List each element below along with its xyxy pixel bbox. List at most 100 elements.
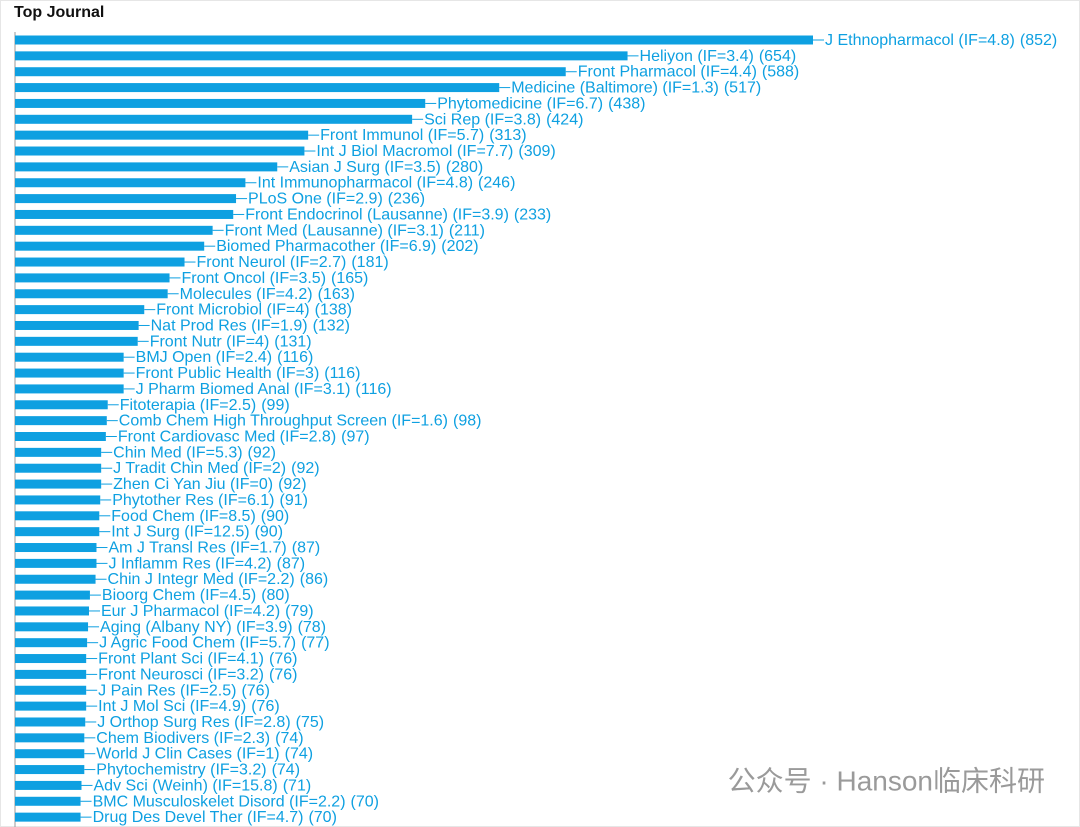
category-label: Int J Surg (IF=12.5)	[111, 524, 249, 541]
bar-label: Phytother Res (IF=6.1) (91)	[112, 492, 308, 509]
bar	[15, 749, 85, 759]
category-label: J Inflamm Res (IF=4.2)	[108, 556, 271, 573]
value-label: (280)	[446, 159, 483, 176]
value-label: (76)	[269, 651, 297, 668]
value-label: (165)	[331, 270, 368, 287]
bar	[15, 384, 124, 394]
bar-label: J Inflamm Res (IF=4.2) (87)	[108, 556, 305, 573]
bar	[15, 162, 278, 172]
bar	[15, 638, 88, 648]
bar-label: Front Pharmacol (IF=4.4) (588)	[578, 64, 800, 81]
category-label: Fitoterapia (IF=2.5)	[120, 397, 257, 414]
bar	[15, 209, 234, 219]
bar	[15, 495, 101, 505]
value-label: (90)	[255, 524, 283, 541]
bar-label: Am J Transl Res (IF=1.7) (87)	[108, 540, 320, 557]
value-label: (74)	[275, 730, 303, 747]
bar-label: Asian J Surg (IF=3.5) (280)	[289, 159, 483, 176]
bar-label: Front Immunol (IF=5.7) (313)	[320, 127, 526, 144]
bar-label: Aging (Albany NY) (IF=3.9) (78)	[100, 619, 326, 636]
bar	[15, 400, 108, 410]
category-label: Front Immunol (IF=5.7)	[320, 127, 484, 144]
category-label: BMC Musculoskelet Disord (IF=2.2)	[93, 793, 346, 810]
value-label: (852)	[1020, 32, 1057, 49]
bar	[15, 241, 205, 251]
bar	[15, 146, 305, 156]
bar-label: Food Chem (IF=8.5) (90)	[111, 508, 289, 525]
category-label: Front Neurol (IF=2.7)	[197, 254, 347, 271]
bar	[15, 733, 85, 743]
bar	[15, 320, 139, 330]
category-label: J Orthop Surg Res (IF=2.8)	[97, 714, 290, 731]
bar-label: J Ethnopharmacol (IF=4.8) (852)	[825, 32, 1057, 49]
category-label: PLoS One (IF=2.9)	[248, 191, 383, 208]
bar	[15, 114, 413, 124]
value-label: (233)	[514, 207, 551, 224]
bar	[15, 416, 107, 426]
category-label: Biomed Pharmacother (IF=6.9)	[216, 238, 436, 255]
bar-label: Eur J Pharmacol (IF=4.2) (79)	[101, 603, 314, 620]
bar-label: Front Public Health (IF=3) (116)	[136, 365, 361, 382]
bar	[15, 574, 96, 584]
category-label: Food Chem (IF=8.5)	[111, 508, 256, 525]
value-label: (76)	[269, 667, 297, 684]
value-label: (70)	[351, 793, 379, 810]
value-label: (211)	[449, 223, 485, 240]
value-label: (87)	[277, 556, 305, 573]
bar-label: J Tradit Chin Med (IF=2) (92)	[113, 460, 319, 477]
value-label: (79)	[285, 603, 313, 620]
category-label: Phytother Res (IF=6.1)	[112, 492, 274, 509]
category-label: Chin J Integr Med (IF=2.2)	[108, 571, 295, 588]
value-label: (181)	[351, 254, 388, 271]
category-label: Chin Med (IF=5.3)	[113, 445, 242, 462]
value-label: (98)	[453, 413, 481, 430]
category-label: Asian J Surg (IF=3.5)	[289, 159, 441, 176]
value-label: (92)	[248, 445, 276, 462]
bar	[15, 178, 246, 188]
category-label: J Pharm Biomed Anal (IF=3.1)	[136, 381, 351, 398]
bar-label: Int J Biol Macromol (IF=7.7) (309)	[316, 143, 555, 160]
category-label: Drug Des Devel Ther (IF=4.7)	[93, 809, 304, 826]
bar	[15, 717, 86, 727]
bar-label: J Pharm Biomed Anal (IF=3.1) (116)	[136, 381, 392, 398]
bar	[15, 479, 102, 489]
value-label: (74)	[285, 746, 313, 763]
value-label: (76)	[251, 698, 279, 715]
bar	[15, 447, 102, 457]
category-label: Am J Transl Res (IF=1.7)	[108, 540, 286, 557]
bar	[15, 225, 213, 235]
bar-label: Front Endocrinol (Lausanne) (IF=3.9) (233…	[245, 207, 551, 224]
value-label: (91)	[280, 492, 308, 509]
bar-label: World J Clin Cases (IF=1) (74)	[96, 746, 313, 763]
bar-label: Front Neurol (IF=2.7) (181)	[197, 254, 389, 271]
bar-label: Sci Rep (IF=3.8) (424)	[424, 112, 583, 129]
value-label: (74)	[272, 762, 300, 779]
bar	[15, 511, 100, 521]
category-label: Front Cardiovasc Med (IF=2.8)	[118, 429, 336, 446]
bar-label: Chem Biodivers (IF=2.3) (74)	[96, 730, 303, 747]
bar-label: Fitoterapia (IF=2.5) (99)	[120, 397, 290, 414]
category-label: Comb Chem High Throughput Screen (IF=1.6…	[119, 413, 448, 430]
bar-label: Front Med (Lausanne) (IF=3.1) (211)	[225, 223, 485, 240]
bar	[15, 701, 87, 711]
bar	[15, 273, 170, 283]
bar-label: Heliyon (IF=3.4) (654)	[640, 48, 797, 65]
value-label: (80)	[261, 587, 289, 604]
value-label: (87)	[292, 540, 320, 557]
bar-label: Front Neurosci (IF=3.2) (76)	[98, 667, 297, 684]
category-label: Sci Rep (IF=3.8)	[424, 112, 541, 129]
category-label: J Agric Food Chem (IF=5.7)	[99, 635, 296, 652]
value-label: (246)	[478, 175, 515, 192]
bar-label: BMC Musculoskelet Disord (IF=2.2) (70)	[93, 793, 379, 810]
bar	[15, 796, 81, 806]
bar-label: Front Cardiovasc Med (IF=2.8) (97)	[118, 429, 370, 446]
bar-label: Chin J Integr Med (IF=2.2) (86)	[108, 571, 329, 588]
value-label: (86)	[300, 571, 328, 588]
category-label: J Tradit Chin Med (IF=2)	[113, 460, 286, 477]
category-label: Int J Biol Macromol (IF=7.7)	[316, 143, 513, 160]
category-label: Bioorg Chem (IF=4.5)	[102, 587, 256, 604]
bar	[15, 685, 87, 695]
value-label: (92)	[278, 476, 306, 493]
category-label: Eur J Pharmacol (IF=4.2)	[101, 603, 280, 620]
value-label: (92)	[291, 460, 319, 477]
